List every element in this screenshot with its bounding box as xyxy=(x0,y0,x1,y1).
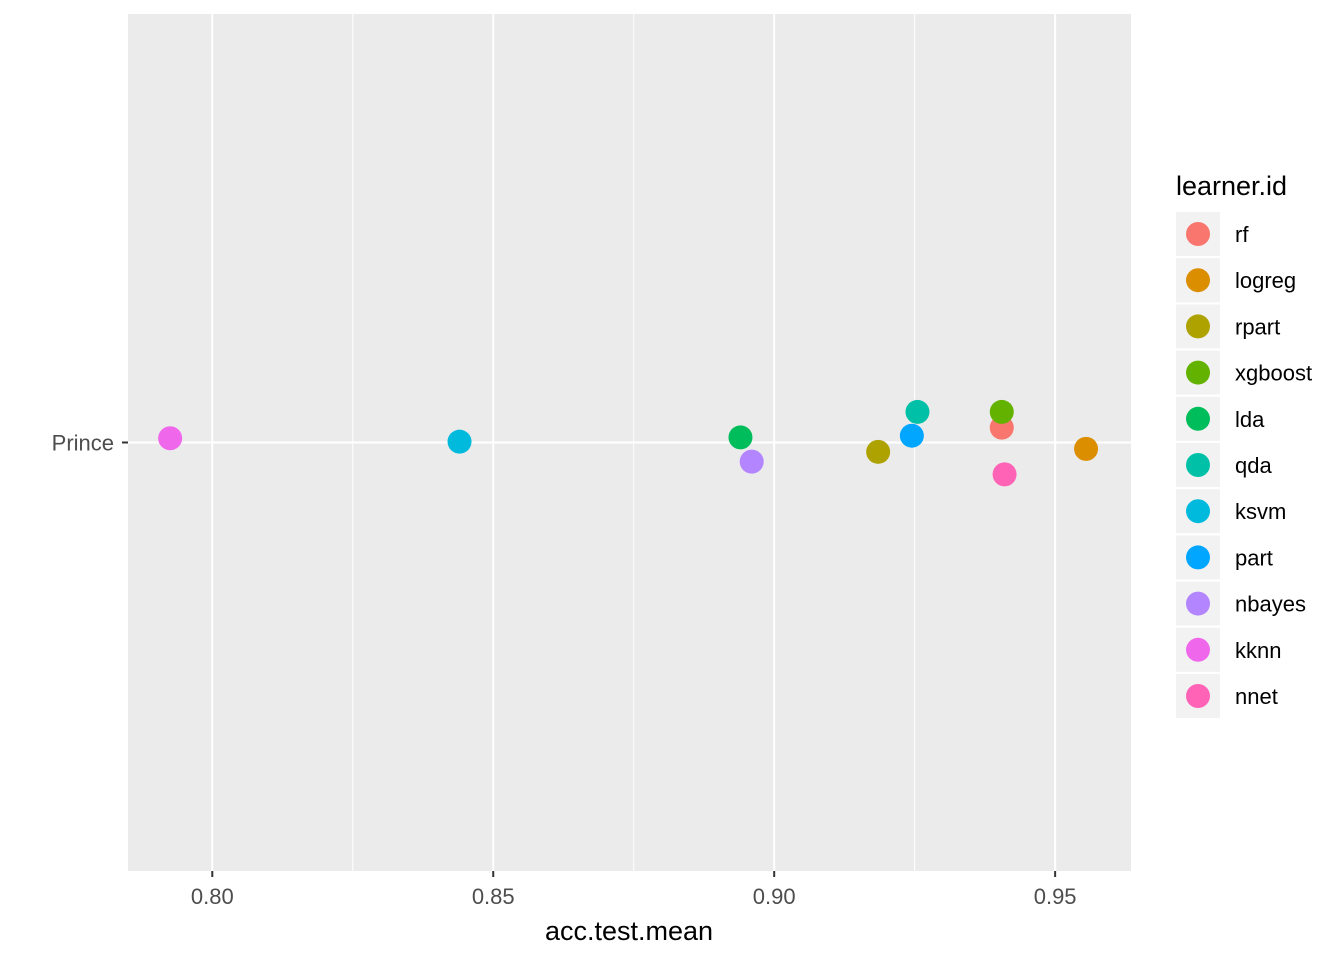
legend-item-kknn: kknn xyxy=(1176,627,1281,672)
legend-key-logreg xyxy=(1186,268,1210,293)
legend-label-part: part xyxy=(1235,545,1273,570)
legend-key-rf xyxy=(1186,222,1210,246)
legend-key-nnet xyxy=(1186,684,1210,708)
legend-label-lda: lda xyxy=(1235,407,1265,432)
legend-item-rf: rf xyxy=(1176,212,1249,256)
x-tick-label: 0.95 xyxy=(1034,884,1077,909)
legend-key-nbayes xyxy=(1186,591,1210,616)
x-axis-title: acc.test.mean xyxy=(545,916,713,946)
point-xgboost xyxy=(989,399,1014,424)
legend-item-part: part xyxy=(1176,535,1273,580)
legend-label-kknn: kknn xyxy=(1235,638,1281,663)
y-axis: Prince xyxy=(52,431,128,456)
legend-item-qda: qda xyxy=(1176,443,1272,487)
legend-key-qda xyxy=(1186,453,1210,477)
legend-item-xgboost: xgboost xyxy=(1176,350,1312,395)
point-lda xyxy=(728,425,753,450)
point-nbayes xyxy=(739,449,764,474)
legend-label-xgboost: xgboost xyxy=(1235,361,1312,386)
legend-item-nnet: nnet xyxy=(1176,674,1278,718)
legend-label-qda: qda xyxy=(1235,453,1272,478)
legend-item-ksvm: ksvm xyxy=(1176,489,1286,534)
legend-key-ksvm xyxy=(1186,499,1210,524)
legend-item-rpart: rpart xyxy=(1176,304,1280,349)
legend: rf logreg rpart xgboost lda qda ksvm part nbayes… xyxy=(1176,212,1312,718)
legend-label-nbayes: nbayes xyxy=(1235,592,1306,617)
legend-item-lda: lda xyxy=(1176,396,1265,441)
x-tick-label: 0.90 xyxy=(753,884,796,909)
legend-key-kknn xyxy=(1186,637,1210,662)
legend-label-logreg: logreg xyxy=(1235,268,1296,293)
x-tick-label: 0.80 xyxy=(191,884,234,909)
point-ksvm xyxy=(447,429,472,454)
major-grid xyxy=(128,14,1131,871)
legend-title: learner.id xyxy=(1176,171,1287,201)
point-rpart xyxy=(866,439,891,464)
point-qda xyxy=(905,399,930,424)
legend-label-nnet: nnet xyxy=(1235,684,1278,709)
legend-key-part xyxy=(1186,545,1210,570)
legend-item-logreg: logreg xyxy=(1176,258,1296,303)
x-axis: 0.80 0.85 0.90 0.95 xyxy=(191,871,1077,909)
legend-label-rf: rf xyxy=(1235,222,1249,247)
legend-item-nbayes: nbayes xyxy=(1176,581,1306,626)
legend-key-lda xyxy=(1186,406,1210,431)
legend-key-rpart xyxy=(1186,314,1210,339)
legend-label-ksvm: ksvm xyxy=(1235,499,1286,524)
point-nnet xyxy=(992,462,1017,487)
legend-label-rpart: rpart xyxy=(1235,314,1280,339)
data-points xyxy=(158,399,1099,487)
legend-key-xgboost xyxy=(1186,360,1210,385)
y-tick-label: Prince xyxy=(52,431,114,456)
point-kknn xyxy=(158,426,183,451)
x-tick-label: 0.85 xyxy=(472,884,515,909)
point-part xyxy=(899,423,924,448)
point-logreg xyxy=(1074,436,1099,461)
